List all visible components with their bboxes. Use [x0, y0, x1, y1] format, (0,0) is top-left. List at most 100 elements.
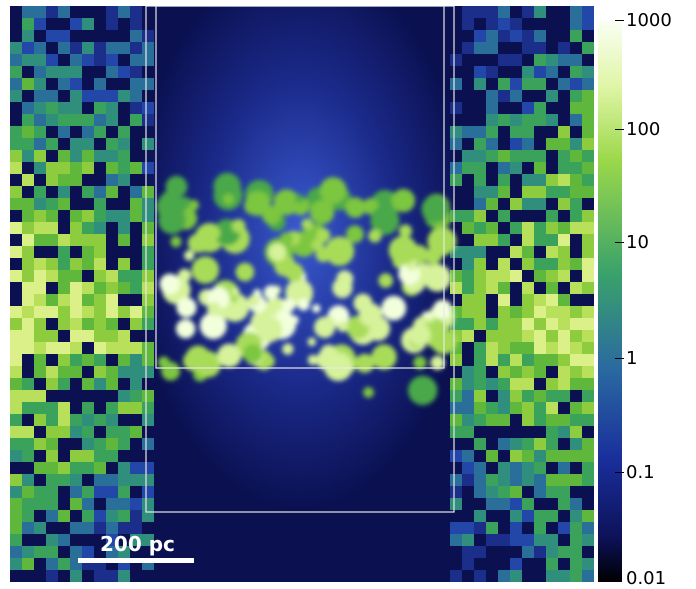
- map-pixel: [486, 378, 498, 390]
- map-pixel: [462, 426, 474, 438]
- map-pixel: [22, 42, 34, 54]
- map-pixel: [106, 186, 118, 198]
- gas-clump: [316, 228, 331, 243]
- map-pixel: [582, 150, 594, 162]
- map-pixel: [462, 162, 474, 174]
- map-pixel: [34, 66, 46, 78]
- map-pixel: [22, 246, 34, 258]
- map-pixel: [82, 294, 94, 306]
- map-pixel: [582, 114, 594, 126]
- map-pixel: [546, 402, 558, 414]
- map-pixel: [510, 78, 522, 90]
- map-pixel: [34, 282, 46, 294]
- map-pixel: [70, 462, 82, 474]
- map-pixel: [10, 546, 22, 558]
- map-pixel: [582, 570, 594, 582]
- map-pixel: [570, 426, 582, 438]
- map-pixel: [486, 90, 498, 102]
- map-pixel: [474, 462, 486, 474]
- map-pixel: [510, 558, 522, 570]
- map-pixel: [546, 534, 558, 546]
- gas-clump: [336, 270, 354, 288]
- map-pixel: [582, 6, 594, 18]
- map-pixel: [498, 54, 510, 66]
- map-pixel: [70, 282, 82, 294]
- map-pixel: [22, 138, 34, 150]
- map-pixel: [106, 534, 118, 546]
- map-pixel: [94, 222, 106, 234]
- map-pixel: [570, 90, 582, 102]
- map-pixel: [22, 114, 34, 126]
- density-map-image: [10, 6, 594, 582]
- map-pixel: [82, 378, 94, 390]
- gas-clump: [297, 298, 310, 311]
- map-pixel: [22, 318, 34, 330]
- map-pixel: [510, 306, 522, 318]
- map-pixel: [10, 366, 22, 378]
- map-pixel: [498, 150, 510, 162]
- map-pixel: [546, 258, 558, 270]
- map-pixel: [558, 342, 570, 354]
- map-pixel: [142, 414, 154, 426]
- map-pixel: [582, 174, 594, 186]
- map-pixel: [546, 414, 558, 426]
- map-pixel: [94, 54, 106, 66]
- map-pixel: [534, 474, 546, 486]
- map-pixel: [10, 510, 22, 522]
- map-pixel: [10, 222, 22, 234]
- map-pixel: [498, 30, 510, 42]
- map-pixel: [510, 486, 522, 498]
- map-pixel: [534, 186, 546, 198]
- map-pixel: [558, 354, 570, 366]
- colorbar-tick-10: [615, 242, 624, 243]
- map-pixel: [546, 246, 558, 258]
- map-pixel: [10, 306, 22, 318]
- map-pixel: [70, 270, 82, 282]
- map-pixel: [70, 330, 82, 342]
- map-pixel: [10, 198, 22, 210]
- map-pixel: [10, 186, 22, 198]
- map-pixel: [70, 234, 82, 246]
- map-pixel: [58, 342, 70, 354]
- map-pixel: [570, 306, 582, 318]
- map-pixel: [462, 546, 474, 558]
- map-pixel: [142, 258, 154, 270]
- map-pixel: [558, 426, 570, 438]
- map-pixel: [570, 570, 582, 582]
- map-pixel: [130, 30, 142, 42]
- map-pixel: [534, 66, 546, 78]
- map-pixel: [58, 510, 70, 522]
- map-pixel: [70, 318, 82, 330]
- map-pixel: [34, 78, 46, 90]
- map-pixel: [486, 150, 498, 162]
- map-pixel: [534, 222, 546, 234]
- map-pixel: [570, 186, 582, 198]
- map-pixel: [130, 462, 142, 474]
- map-pixel: [558, 486, 570, 498]
- map-pixel: [462, 282, 474, 294]
- map-pixel: [558, 378, 570, 390]
- map-pixel: [118, 90, 130, 102]
- map-pixel: [118, 306, 130, 318]
- map-pixel: [462, 42, 474, 54]
- gas-clump: [311, 238, 324, 251]
- map-pixel: [522, 6, 534, 18]
- map-pixel: [450, 474, 462, 486]
- map-pixel: [118, 498, 130, 510]
- gas-clump: [235, 262, 255, 282]
- map-pixel: [106, 282, 118, 294]
- map-pixel: [534, 330, 546, 342]
- map-pixel: [22, 522, 34, 534]
- map-pixel: [22, 306, 34, 318]
- map-pixel: [474, 282, 486, 294]
- map-pixel: [70, 486, 82, 498]
- map-pixel: [558, 270, 570, 282]
- map-pixel: [94, 438, 106, 450]
- map-pixel: [534, 30, 546, 42]
- map-pixel: [46, 66, 58, 78]
- map-pixel: [570, 102, 582, 114]
- map-pixel: [450, 270, 462, 282]
- map-pixel: [570, 78, 582, 90]
- map-pixel: [34, 126, 46, 138]
- map-pixel: [22, 390, 34, 402]
